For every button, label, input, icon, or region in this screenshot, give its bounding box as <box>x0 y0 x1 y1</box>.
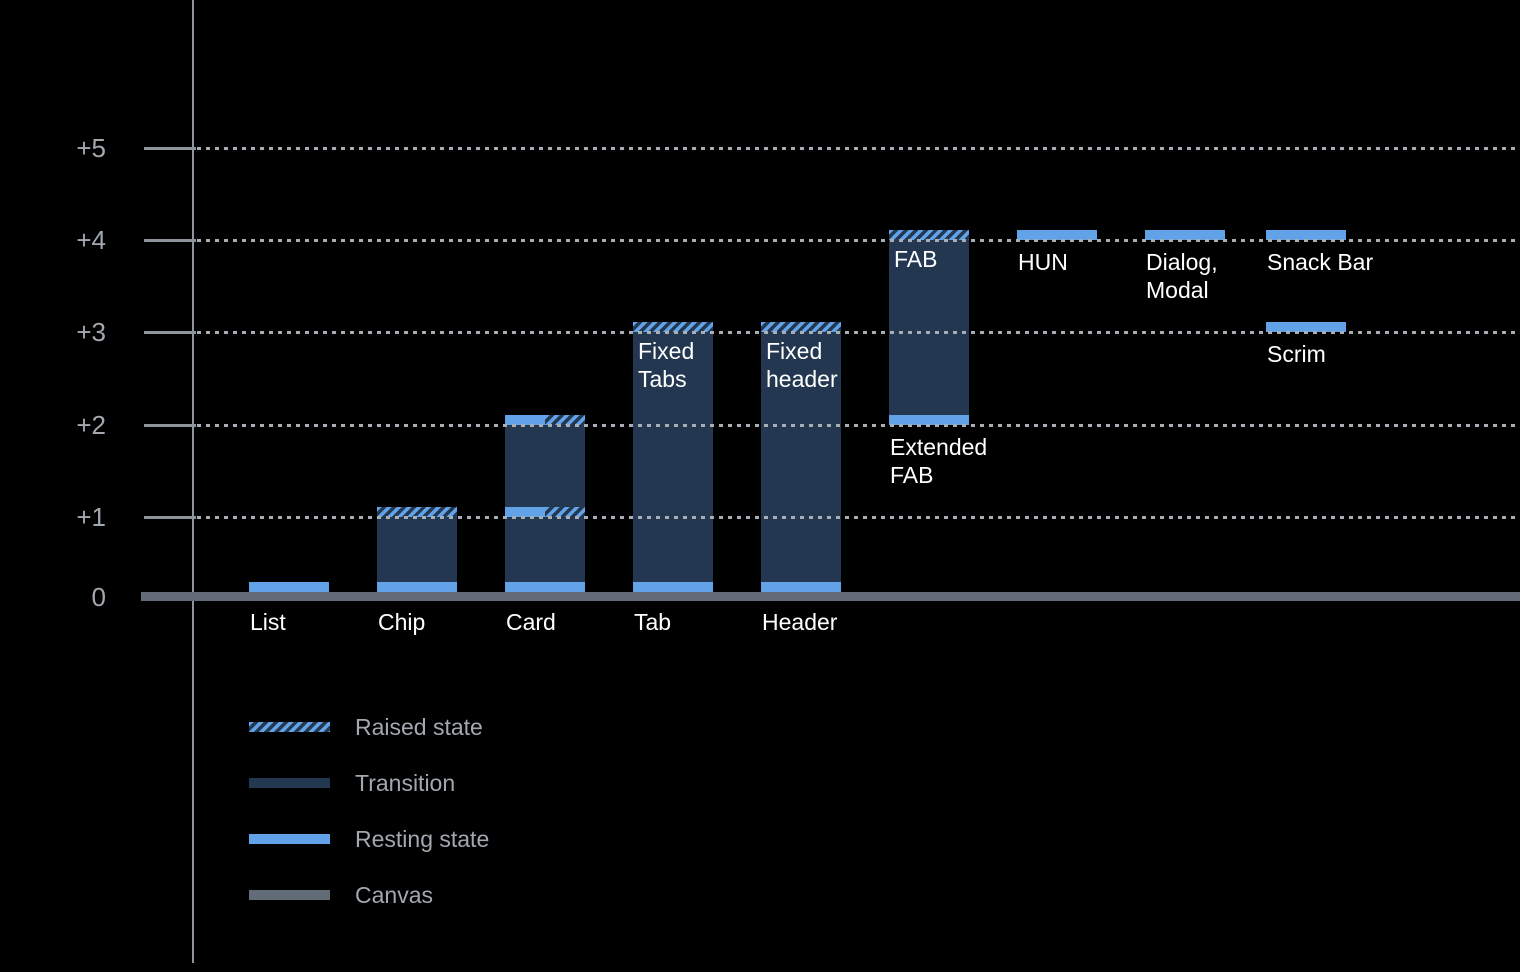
bar-segment-resting-tab <box>633 582 713 592</box>
y-axis-tick-+2 <box>144 423 196 427</box>
gridline-+4 <box>197 239 1520 243</box>
gridline-+5 <box>197 147 1520 150</box>
transition-swatch-icon <box>249 778 330 788</box>
y-axis-label-0: 0 <box>91 581 106 612</box>
bar-segment-transition-chip <box>377 516 457 582</box>
bar-segment-resting-scrim <box>1266 322 1346 333</box>
legend-row-raised-state: Raised state <box>249 713 489 741</box>
y-axis-tick-+4 <box>144 239 196 243</box>
legend-row-resting-state: Resting state <box>249 825 489 853</box>
bar-segment-transition-tab <box>633 332 713 582</box>
legend-label-raised-state: Raised state <box>355 713 483 740</box>
gridline-+2 <box>197 423 1520 427</box>
bar-segment-resting-header <box>761 582 841 592</box>
y-axis-label-+4: +4 <box>76 225 106 256</box>
y-axis-label-+3: +3 <box>76 317 106 348</box>
bar-segment-resting-card <box>505 582 585 592</box>
gridline-+1 <box>197 515 1520 519</box>
inner-label-fab: FAB <box>894 246 938 273</box>
bar-segment-transition-header <box>761 332 841 582</box>
category-label-card: Card <box>506 609 556 635</box>
legend-label-resting-state: Resting state <box>355 825 490 852</box>
canvas-baseline <box>141 592 1520 601</box>
legend: Raised state Transition Resting state Ca… <box>249 713 489 937</box>
bar-segment-transition-card <box>505 424 585 507</box>
below-label-fab: Extended FAB <box>890 433 988 488</box>
below-label-hun: HUN <box>1018 249 1068 276</box>
below-label-snack-bar: Snack Bar <box>1267 249 1374 276</box>
category-label-header: Header <box>762 609 838 635</box>
y-axis-tick-+3 <box>144 331 196 335</box>
bar-segment-resting-list <box>249 582 329 592</box>
canvas-swatch-icon <box>249 890 330 900</box>
bar-segment-resting-chip <box>377 582 457 592</box>
legend-row-transition: Transition <box>249 769 489 797</box>
y-axis-label-+1: +1 <box>76 501 106 532</box>
bar-segment-resting-card <box>505 506 545 517</box>
bar-segment-raised-card <box>545 414 585 425</box>
category-label-chip: Chip <box>378 609 426 635</box>
y-axis-line <box>192 0 194 963</box>
bar-segment-resting-hun <box>1017 230 1097 241</box>
legend-label-canvas: Canvas <box>355 881 433 908</box>
bar-segment-raised-header <box>761 322 841 333</box>
y-axis-label-+5: +5 <box>76 133 106 163</box>
legend-label-transition: Transition <box>355 769 456 796</box>
bar-segment-resting-card <box>505 414 545 425</box>
gridline-+3 <box>197 331 1520 335</box>
bar-segment-resting-fab <box>889 414 969 425</box>
bar-segment-raised-fab <box>889 230 969 241</box>
raised-state-swatch-icon <box>249 722 330 732</box>
bar-segment-raised-card <box>545 506 585 517</box>
bar-segment-resting-dialog-modal <box>1145 230 1225 241</box>
bar-segment-raised-tab <box>633 322 713 333</box>
bar-segment-transition-fab <box>889 240 969 415</box>
below-label-dialog-modal: Dialog, Modal <box>1146 249 1218 304</box>
y-axis-tick-+5 <box>144 147 196 150</box>
resting-state-swatch-icon <box>249 834 330 844</box>
y-axis-label-+2: +2 <box>76 409 106 440</box>
inner-label-tab: Fixed Tabs <box>638 338 695 393</box>
category-label-list: List <box>250 609 286 635</box>
legend-row-canvas: Canvas <box>249 881 489 909</box>
bar-segment-transition-card <box>505 516 585 582</box>
bar-segment-raised-chip <box>377 506 457 517</box>
below-label-scrim: Scrim <box>1267 341 1326 368</box>
bar-segment-resting-snack-bar <box>1266 230 1346 241</box>
y-axis-tick-+1 <box>144 515 196 519</box>
inner-label-header: Fixed header <box>766 338 838 393</box>
category-label-tab: Tab <box>634 609 672 635</box>
